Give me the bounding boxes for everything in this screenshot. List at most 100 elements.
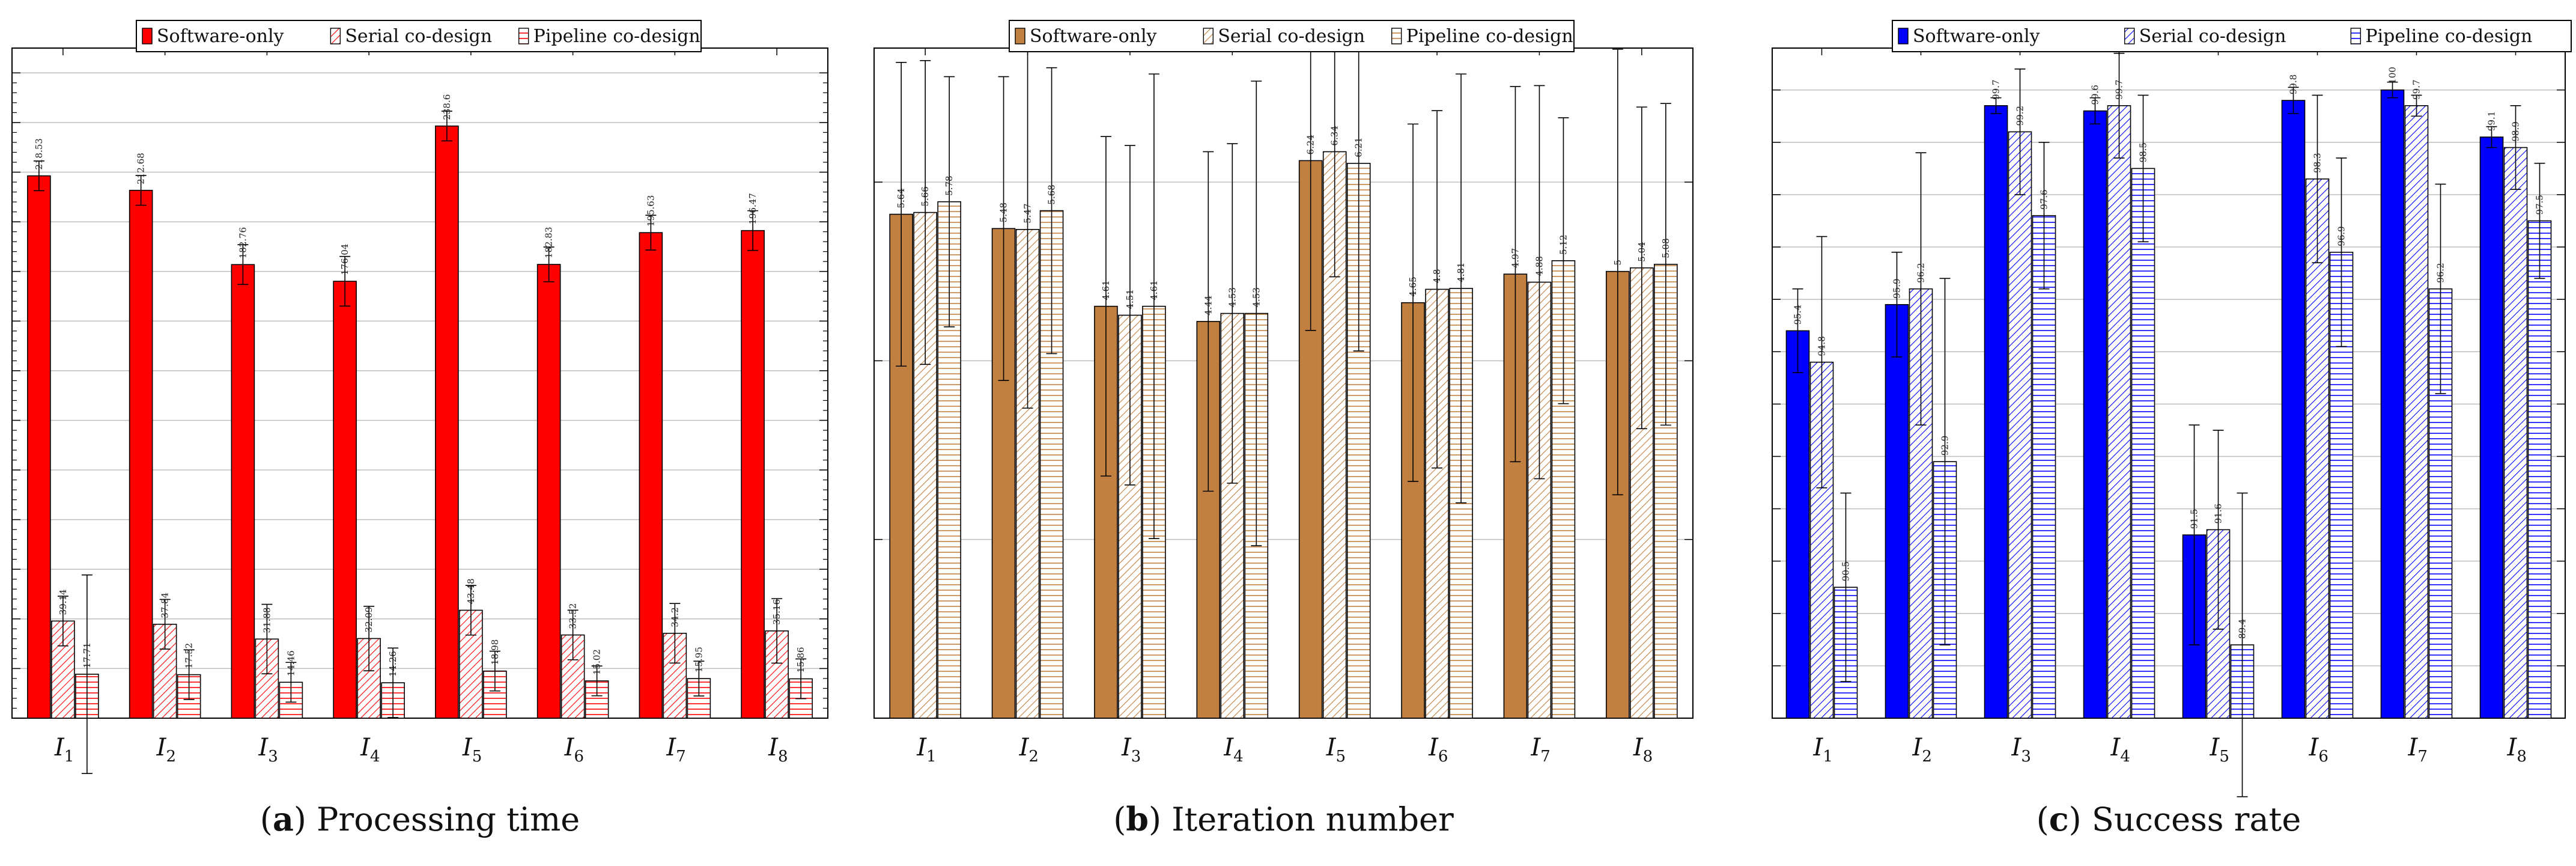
legend-b: Software-only Serial co-design Pipeline co… — [1009, 20, 1575, 52]
data-label: 94.8 — [1817, 336, 1827, 356]
bar-c-s3-i4 — [2131, 168, 2155, 719]
bar-c-s1-i6 — [2281, 100, 2306, 719]
x-tick-label-subscript: 4 — [2120, 748, 2130, 766]
x-tick-label: I2 — [1912, 734, 1932, 766]
data-label: 4.65 — [1408, 276, 1418, 296]
chart-panel-a: 218.5339.1417.71I1212.6837.8417.52I2182.… — [11, 20, 828, 838]
x-tick-label: I5 — [462, 734, 482, 766]
data-label: 5.47 — [1022, 203, 1033, 223]
legend-swatch-3 — [1391, 28, 1402, 44]
data-label: 5.64 — [896, 188, 907, 208]
data-label: 92.9 — [1940, 436, 1951, 456]
x-tick-label-subscript: 3 — [268, 748, 278, 766]
bar-c-s1-i8 — [2479, 136, 2504, 719]
x-tick-label-main: I — [916, 734, 927, 761]
data-label: 96.2 — [2435, 263, 2446, 282]
legend-label-1: Software-only — [157, 26, 284, 47]
x-tick-label: I1 — [1813, 734, 1833, 766]
x-tick-label-main: I — [258, 734, 269, 761]
legend-swatch-3 — [518, 28, 529, 44]
x-tick-label-subscript: 2 — [1028, 748, 1039, 766]
data-label: 35.16 — [771, 599, 782, 625]
bar-a-s1-i8 — [741, 230, 765, 719]
caption-text: ) Iteration number — [1149, 800, 1454, 838]
bar-c-s2-i6 — [2305, 178, 2330, 719]
bar-a-s1-i7 — [639, 232, 663, 719]
x-tick-label-main: I — [54, 734, 65, 761]
data-label: 99.8 — [2288, 75, 2299, 94]
data-label: 5.68 — [1046, 184, 1057, 204]
data-label: 15.95 — [693, 647, 704, 672]
x-tick-label: I2 — [156, 734, 176, 766]
data-label: 195.63 — [645, 195, 656, 227]
x-tick-label-subscript: 6 — [1438, 748, 1448, 766]
caption-open-paren: ( — [2037, 800, 2049, 838]
x-tick-label: I7 — [1530, 734, 1550, 766]
x-tick-label: I2 — [1019, 734, 1039, 766]
data-label: 6.21 — [1353, 137, 1364, 157]
data-label: 4.61 — [1149, 280, 1159, 300]
bar-a-s1-i3 — [231, 264, 255, 719]
x-tick-label: I8 — [768, 734, 788, 766]
data-label: 96.9 — [2336, 226, 2347, 246]
bar-c-s3-i8 — [2527, 220, 2552, 719]
data-label: 6.24 — [1305, 135, 1316, 154]
data-label: 98.9 — [2511, 121, 2521, 141]
data-label: 5.08 — [1660, 238, 1671, 258]
legend-swatch-2 — [330, 28, 341, 44]
data-label: 97.5 — [2535, 195, 2545, 215]
x-tick-label-main: I — [1530, 734, 1541, 761]
x-tick-label-subscript: 6 — [2318, 748, 2328, 766]
x-tick-label: I6 — [564, 734, 584, 766]
bar-c-s1-i4 — [2083, 110, 2107, 719]
legend-box — [1009, 20, 1575, 52]
legend-label-2: Serial co-design — [1218, 26, 1365, 47]
x-tick-label: I7 — [2408, 734, 2428, 766]
x-tick-label-subscript: 1 — [1823, 748, 1833, 766]
x-tick-label-main: I — [2309, 734, 2319, 761]
data-label: 4.44 — [1203, 296, 1214, 316]
bar-a-s1-i5 — [435, 125, 459, 719]
x-tick-label: I6 — [1428, 734, 1448, 766]
x-tick-label-subscript: 8 — [778, 748, 788, 766]
data-label: 176.04 — [339, 244, 350, 276]
x-tick-label-subscript: 6 — [574, 748, 584, 766]
data-label: 100 — [2387, 67, 2398, 84]
bar-c-s2-i3 — [2008, 131, 2032, 719]
bar-c-s2-i8 — [2503, 147, 2528, 719]
x-tick-label: I3 — [1121, 734, 1141, 766]
data-label: 212.68 — [136, 153, 147, 184]
data-label: 5.04 — [1636, 242, 1647, 261]
caption-open-paren: ( — [1113, 800, 1126, 838]
x-tick-label-subscript: 7 — [2417, 748, 2428, 766]
data-label: 39.14 — [58, 589, 68, 615]
legend-label-3: Pipeline co-design — [533, 26, 700, 47]
data-label: 99.7 — [1991, 79, 2002, 99]
data-label: 218.53 — [34, 138, 44, 170]
x-tick-label-main: I — [768, 734, 779, 761]
x-tick-label-subscript: 2 — [1922, 748, 1932, 766]
x-tick-label-subscript: 2 — [166, 748, 176, 766]
caption-letter: b — [1126, 800, 1149, 838]
x-tick-label: I1 — [916, 734, 936, 766]
x-tick-label-subscript: 3 — [2021, 748, 2031, 766]
x-tick-label-main: I — [2110, 734, 2121, 761]
caption-a: (a) Processing time — [260, 800, 580, 838]
data-label: 15.86 — [795, 647, 806, 673]
bar-c-s2-i7 — [2404, 105, 2429, 719]
data-label: 99.2 — [2015, 106, 2026, 126]
caption-letter: c — [2049, 800, 2069, 838]
data-label: 98.3 — [2312, 153, 2323, 172]
data-label: 37.84 — [160, 593, 171, 618]
x-tick-label-main: I — [564, 734, 575, 761]
bar-c-s1-i1 — [1785, 330, 1810, 719]
bar-a-s1-i6 — [536, 264, 561, 719]
legend-box — [136, 20, 702, 52]
legend-label-3: Pipeline co-design — [2365, 26, 2532, 47]
x-tick-label-main: I — [1633, 734, 1644, 761]
legend-swatch-2 — [2124, 28, 2135, 44]
bar-c-s1-i3 — [1984, 105, 2008, 719]
data-label: 5.12 — [1558, 234, 1569, 254]
